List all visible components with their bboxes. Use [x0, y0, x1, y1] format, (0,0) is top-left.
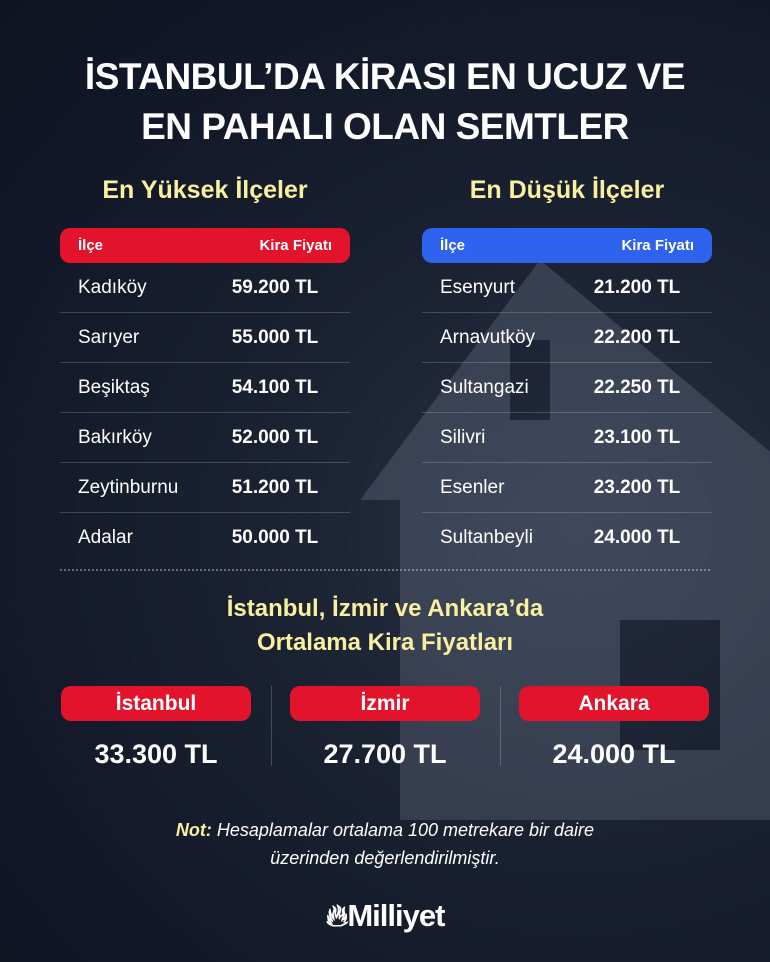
table-row: Silivri 23.100 TL: [422, 413, 712, 463]
city-price: 24.000 TL: [552, 739, 676, 769]
district-name: Silivri: [440, 426, 486, 448]
averages-heading-line-2: Ortalama Kira Fiyatları: [256, 629, 514, 656]
table-row: Sarıyer 55.000 TL: [60, 313, 350, 363]
rent-price: 23.200 TL: [593, 476, 681, 498]
table-row: Adalar 50.000 TL: [60, 513, 350, 563]
table-row: Arnavutköy 22.200 TL: [422, 313, 712, 363]
district-name: Sarıyer: [78, 326, 140, 348]
column-district: İlçe: [440, 237, 466, 254]
note-text-1: Hesaplamalar ortalama 100 metrekare bir …: [211, 820, 595, 840]
milliyet-logo: 🔥︎Milliyet: [0, 898, 770, 935]
title-line-2: EN PAHALI OLAN SEMTLER: [141, 106, 629, 147]
district-name: Beşiktaş: [78, 376, 150, 398]
table-row: Kadıköy 59.200 TL: [60, 263, 350, 313]
divider: [271, 686, 272, 766]
averages-heading-line-1: İstanbul, İzmir ve Ankara’da: [226, 595, 544, 622]
highest-districts-table: En Yüksek İlçeler İlçe Kira Fiyatı Kadık…: [60, 176, 350, 563]
city-istanbul: İstanbul 33.300 TL: [61, 686, 251, 770]
city-izmir: İzmir 27.700 TL: [290, 686, 480, 770]
rent-price: 22.250 TL: [593, 376, 681, 398]
note-text-2: üzerinden değerlendirilmiştir.: [270, 848, 500, 868]
city-price: 33.300 TL: [94, 739, 218, 769]
lowest-districts-table: En Düşük İlçeler İlçe Kira Fiyatı Esenyu…: [422, 176, 712, 563]
city-price: 27.700 TL: [323, 739, 447, 769]
district-name: Bakırköy: [78, 426, 152, 448]
footnote: Not: Hesaplamalar ortalama 100 metrekare…: [0, 816, 770, 872]
city-label: İzmir: [290, 686, 480, 721]
table-row: Bakırköy 52.000 TL: [60, 413, 350, 463]
district-name: Arnavutköy: [440, 326, 536, 348]
column-price: Kira Fiyatı: [621, 237, 694, 254]
dotted-divider: [60, 569, 710, 571]
page-title: İSTANBUL’DA KİRASI EN UCUZ VE EN PAHALI …: [0, 52, 770, 152]
district-name: Adalar: [78, 527, 133, 548]
district-name: Zeytinburnu: [78, 476, 179, 498]
highest-table-header: İlçe Kira Fiyatı: [60, 228, 350, 263]
lowest-table-header: İlçe Kira Fiyatı: [422, 228, 712, 263]
rent-price: 22.200 TL: [593, 326, 681, 348]
table-row: Esenler 23.200 TL: [422, 463, 712, 513]
brand-name: Milliyet: [347, 898, 445, 933]
city-ankara: Ankara 24.000 TL: [519, 686, 709, 770]
rent-price: 51.200 TL: [231, 476, 319, 498]
house-background-illustration: [360, 260, 770, 820]
divider: [500, 686, 501, 766]
table-row: Zeytinburnu 51.200 TL: [60, 463, 350, 513]
table-row: Beşiktaş 54.100 TL: [60, 363, 350, 413]
averages-heading: İstanbul, İzmir ve Ankara’da Ortalama Ki…: [0, 592, 770, 660]
city-label: Ankara: [519, 686, 709, 721]
rent-price: 24.000 TL: [593, 527, 681, 548]
rent-price: 54.100 TL: [231, 376, 319, 398]
title-line-1: İSTANBUL’DA KİRASI EN UCUZ VE: [84, 56, 686, 97]
city-label: İstanbul: [61, 686, 251, 721]
table-row: Sultangazi 22.250 TL: [422, 363, 712, 413]
district-name: Esenyurt: [440, 276, 515, 298]
rent-price: 23.100 TL: [593, 426, 681, 448]
rent-price: 52.000 TL: [231, 426, 319, 448]
rent-price: 21.200 TL: [593, 276, 681, 298]
table-row: Sultanbeyli 24.000 TL: [422, 513, 712, 563]
flame-icon: 🔥︎: [325, 898, 349, 933]
district-name: Esenler: [440, 476, 505, 498]
rent-price: 55.000 TL: [231, 326, 319, 348]
rent-price: 59.200 TL: [231, 276, 319, 298]
column-district: İlçe: [78, 237, 104, 254]
lowest-heading: En Düşük İlçeler: [469, 176, 665, 204]
column-price: Kira Fiyatı: [259, 237, 332, 254]
district-name: Sultanbeyli: [440, 527, 533, 548]
highest-heading: En Yüksek İlçeler: [102, 176, 308, 204]
district-name: Sultangazi: [440, 376, 529, 398]
note-label: Not:: [175, 820, 212, 840]
district-name: Kadıköy: [78, 276, 147, 298]
table-row: Esenyurt 21.200 TL: [422, 263, 712, 313]
rent-price: 50.000 TL: [231, 527, 319, 548]
